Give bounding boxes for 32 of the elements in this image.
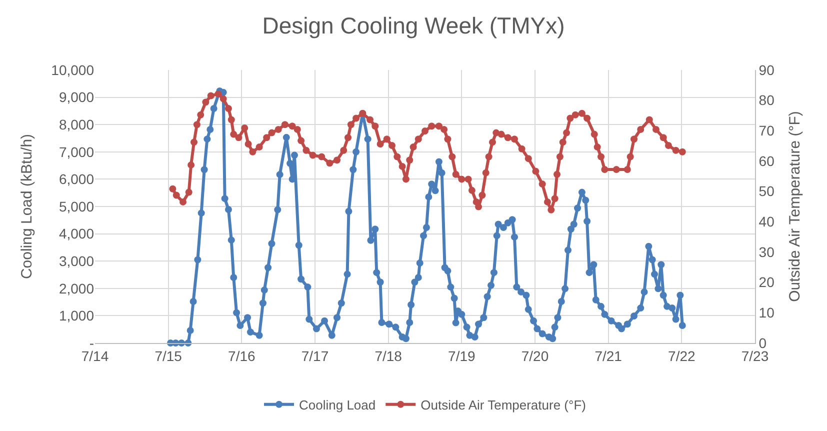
y-tick-label: 8,000 [58,116,94,132]
y2-tick-label: 10 [758,304,775,321]
legend-label: Outside Air Temperature (°F) [420,397,586,412]
y-tick-label: 3,000 [58,253,94,269]
y2-tick-label: 80 [758,92,775,108]
x-tick-label: 7/21 [594,348,622,364]
y-tick-label: 7,000 [58,144,94,160]
y-tick-label: 1,000 [58,308,94,324]
y-tick-label: 2,000 [58,280,94,296]
chart-title: Design Cooling Week (TMYx) [262,12,565,38]
x-tick-label: 7/16 [228,348,256,364]
y-tick-label: 6,000 [58,171,94,188]
y-tick-label: 10,000 [51,62,94,78]
x-tick-label: 7/15 [154,348,182,364]
x-tick-label: 7/18 [374,348,402,364]
y-tick-label: 4,000 [58,226,94,242]
y2-tick-label: 20 [758,274,775,290]
x-tick-label: 7/22 [668,348,696,364]
x-tick-label: 7/19 [448,348,476,364]
x-tick-label: 7/17 [301,348,329,364]
y2-tick-label: 70 [758,122,775,139]
legend-label: Cooling Load [299,397,376,412]
y-tick-label: 9,000 [58,89,94,106]
y2-axis-title: Outside Air Temperature (°F) [786,111,804,302]
y2-tick-label: 50 [758,183,775,200]
y2-tick-label: 60 [758,152,775,169]
y2-tick-label: 40 [758,214,775,230]
y2-tick-label: 30 [758,244,775,260]
y2-tick-label: 90 [758,62,775,78]
y-axis-title: Cooling Load (kBtu/h) [18,134,36,280]
x-tick-label: 7/20 [521,348,549,364]
y-tick-label: 5,000 [58,198,94,214]
